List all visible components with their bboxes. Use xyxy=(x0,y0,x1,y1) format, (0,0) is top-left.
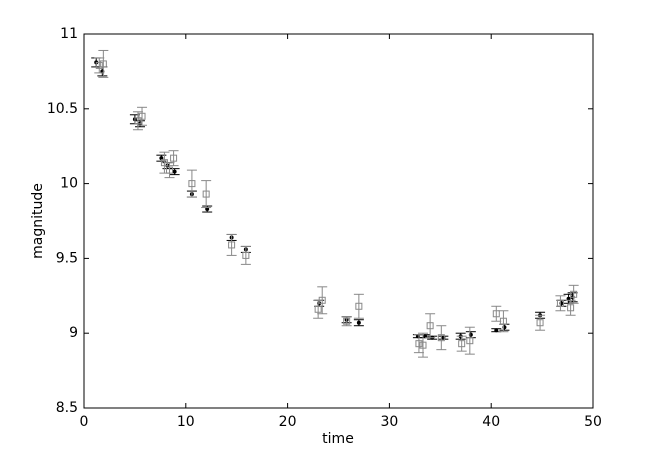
error-bar xyxy=(98,49,109,78)
error-bar xyxy=(137,106,148,126)
marker xyxy=(419,341,427,349)
error-bar xyxy=(498,310,509,333)
marker xyxy=(556,299,564,307)
x-axis-label: time xyxy=(322,431,354,447)
marker xyxy=(494,328,499,333)
y-tick-label: 10.5 xyxy=(47,101,78,117)
error-bar xyxy=(436,325,447,351)
error-bar xyxy=(456,335,467,352)
error-bar xyxy=(168,150,179,167)
y-tick-label: 10 xyxy=(60,176,78,192)
error-bar xyxy=(132,111,143,131)
marker xyxy=(426,322,434,330)
marker xyxy=(172,169,177,174)
error-bar xyxy=(491,305,502,322)
x-tick-label: 50 xyxy=(584,414,602,430)
marker xyxy=(318,296,326,304)
marker xyxy=(343,317,351,325)
error-bar xyxy=(94,57,105,74)
marker xyxy=(492,310,500,318)
marker xyxy=(356,320,361,325)
marker xyxy=(242,251,250,259)
error-bar xyxy=(417,332,428,358)
y-axis-label: magnitude xyxy=(30,183,46,259)
error-bar xyxy=(568,284,579,304)
error-bar xyxy=(226,233,237,256)
marker xyxy=(202,190,210,198)
marker xyxy=(170,154,178,162)
error-bar xyxy=(313,299,324,319)
marker xyxy=(314,305,322,313)
y-tick-label: 9 xyxy=(69,325,78,341)
error-bar xyxy=(353,293,364,319)
marker xyxy=(437,334,445,342)
plot-frame xyxy=(83,33,594,409)
x-tick-label: 20 xyxy=(279,414,297,430)
error-bar xyxy=(425,313,436,339)
marker xyxy=(355,302,363,310)
marker xyxy=(95,61,103,69)
y-tick-label: 9.5 xyxy=(56,250,78,266)
x-tick-label: 30 xyxy=(380,414,398,430)
error-bar xyxy=(413,334,424,354)
x-tick-label: 0 xyxy=(80,414,89,430)
y-tick-label: 8.5 xyxy=(56,400,78,416)
marker xyxy=(99,60,107,68)
error-bar xyxy=(186,169,197,198)
marker xyxy=(567,304,575,312)
error-bar xyxy=(240,245,251,265)
marker xyxy=(134,117,142,125)
error-bar xyxy=(201,180,212,209)
marker xyxy=(458,340,466,348)
error-bar xyxy=(317,286,328,315)
x-tick-label: 40 xyxy=(482,414,500,430)
marker xyxy=(466,337,474,345)
marker xyxy=(228,241,236,249)
marker xyxy=(188,180,196,188)
y-tick-label: 11 xyxy=(60,26,78,42)
error-bar xyxy=(555,295,566,312)
error-bar xyxy=(535,314,546,331)
x-tick-label: 10 xyxy=(177,414,195,430)
marker xyxy=(415,340,423,348)
marker xyxy=(570,290,578,298)
marker xyxy=(499,317,507,325)
marker xyxy=(536,319,544,327)
error-bar xyxy=(464,326,475,355)
marker xyxy=(166,166,174,174)
marker xyxy=(138,112,146,120)
